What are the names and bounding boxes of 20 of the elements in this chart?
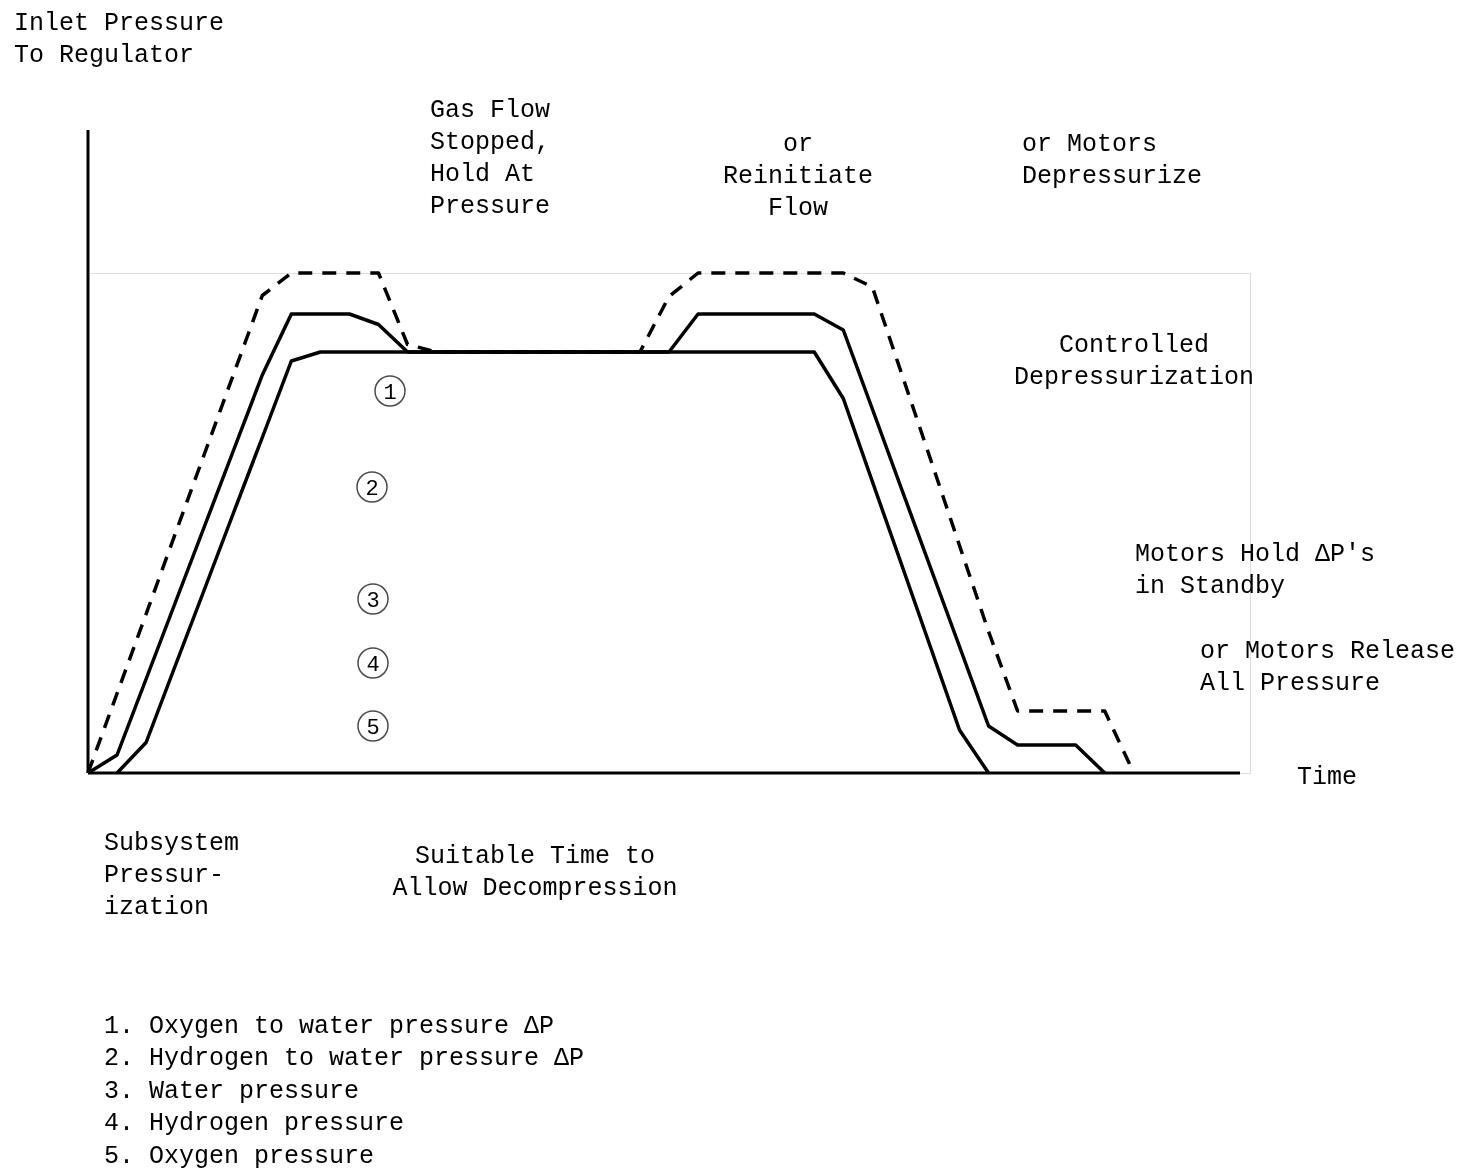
- text: Subsystem Pressur- ization: [104, 829, 240, 922]
- text: 3. Water pressure: [104, 1077, 360, 1106]
- text: or Motors Depressurize: [1022, 130, 1203, 191]
- text: 1. Oxygen to water pressure ΔP: [104, 1012, 555, 1041]
- annotation: or Motors Release All Pressure: [1200, 637, 1456, 698]
- annotation: 3: [366, 589, 380, 614]
- annotation: Motors Hold ΔP's in Standby: [1135, 540, 1376, 601]
- annotation: 2: [365, 477, 379, 502]
- annotation: 5: [366, 716, 380, 741]
- text: Suitable Time to Allow Decompression: [392, 842, 678, 903]
- text: Inlet Pressure To Regulator: [14, 9, 225, 70]
- text: Gas Flow Stopped, Hold At Pressure: [430, 96, 551, 221]
- x-axis-title: Time: [1297, 763, 1358, 792]
- text: or Reinitiate Flow: [722, 130, 874, 223]
- text: 4. Hydrogen pressure: [104, 1109, 405, 1138]
- annotation: Controlled Depressurization: [1013, 331, 1255, 392]
- annotation: 1: [383, 381, 397, 406]
- annotation: 4: [366, 653, 380, 678]
- text: 5. Oxygen pressure: [104, 1142, 375, 1171]
- text: 2. Hydrogen to water pressure ΔP: [104, 1044, 585, 1073]
